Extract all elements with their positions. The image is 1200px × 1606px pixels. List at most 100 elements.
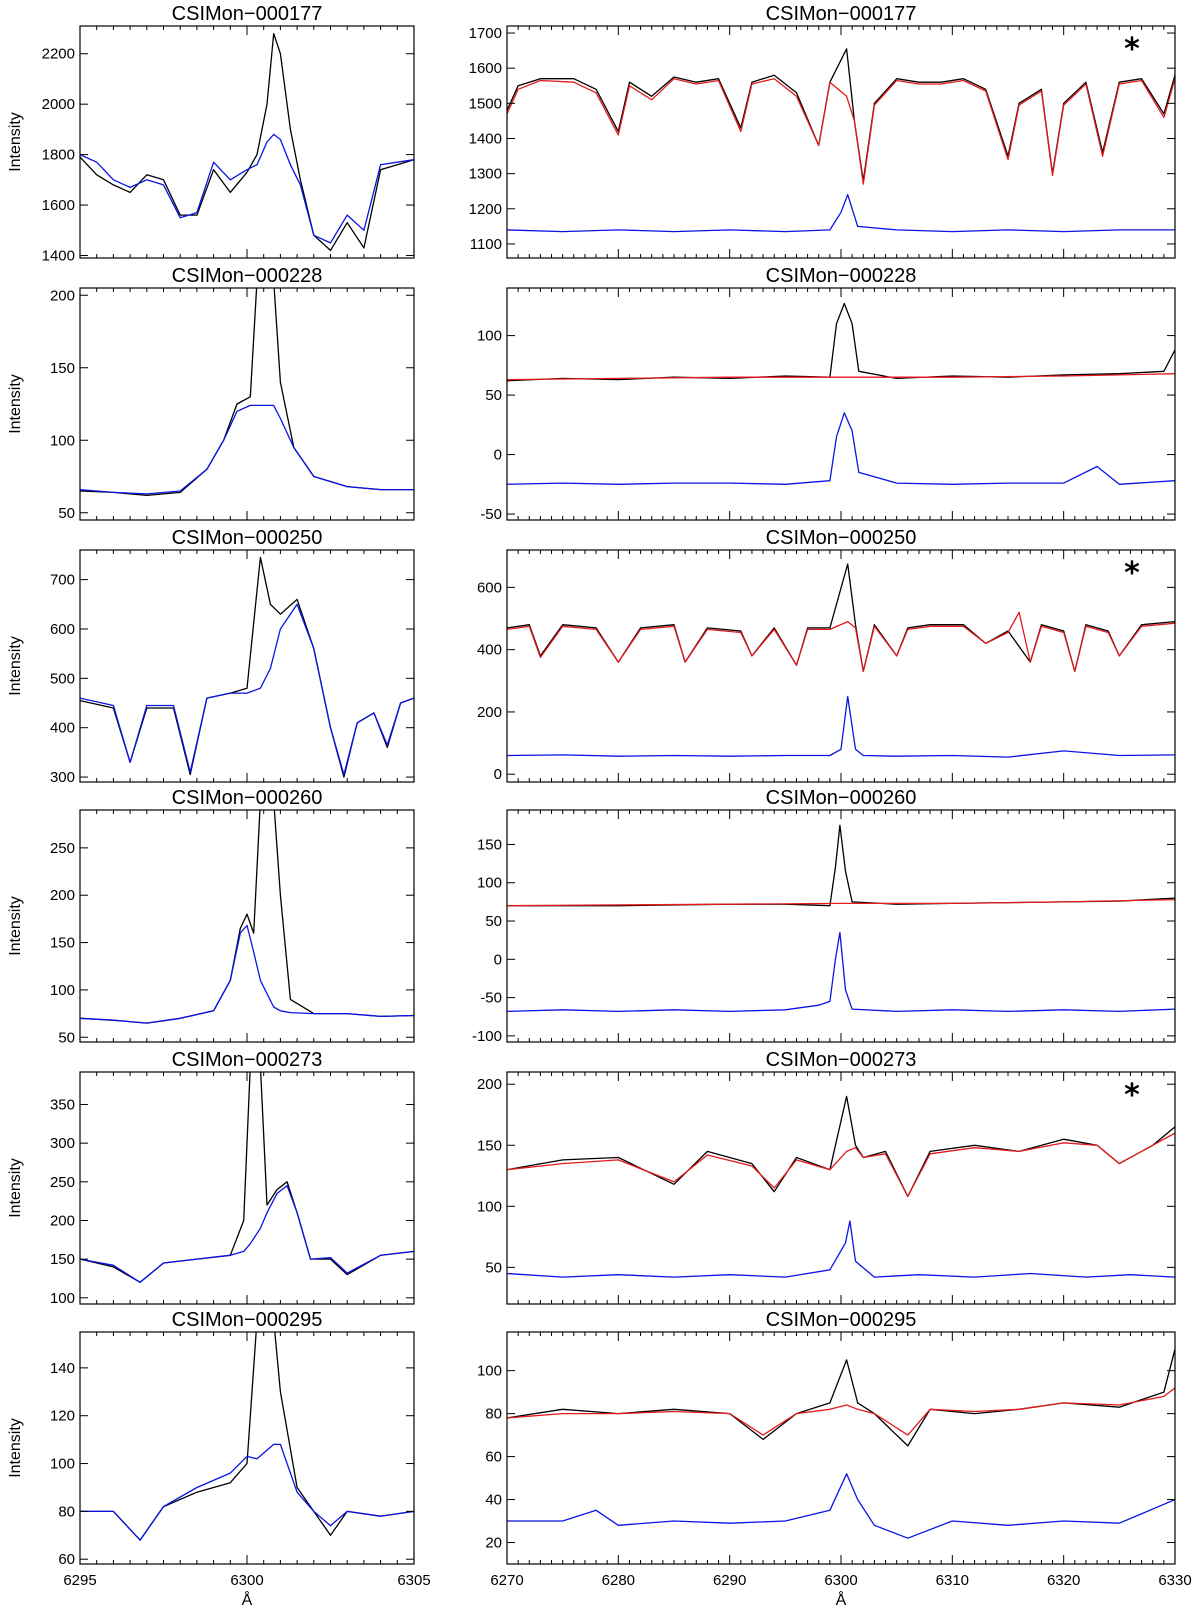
residual-spectrum-line	[80, 603, 414, 776]
y-tick-label: 80	[485, 1406, 502, 1423]
y-tick-label: 1200	[469, 201, 502, 218]
panel-title: CSIMon−000228	[172, 265, 323, 287]
x-tick-label: 6330	[1158, 1572, 1191, 1589]
y-axis-label: Intensity	[7, 636, 24, 696]
y-tick-label: -50	[480, 990, 502, 1007]
y-tick-label: 1700	[469, 25, 502, 42]
x-tick-label: 6300	[824, 1572, 857, 1589]
y-axis-label: Intensity	[7, 112, 24, 172]
y-tick-label: 600	[50, 621, 75, 638]
residual-spectrum-line	[507, 194, 1175, 233]
y-tick-label: 2200	[42, 46, 75, 63]
y-axis-label: Intensity	[7, 374, 24, 434]
y-tick-label: 200	[477, 704, 502, 721]
observed-spectrum-line	[80, 288, 414, 497]
y-tick-label: 1300	[469, 166, 502, 183]
observed-spectrum-line	[507, 1349, 1175, 1447]
panel-title: CSIMon−000295	[766, 1309, 917, 1331]
panel-left-5: CSIMon−000295 60 80 100 120 140 Intensity 6295 6…	[7, 1309, 431, 1606]
x-tick-label: 6310	[936, 1572, 969, 1589]
observed-spectrum-line	[80, 32, 414, 252]
plot-area	[80, 1332, 414, 1541]
y-tick-label: 100	[477, 1363, 502, 1380]
observed-spectrum-line	[507, 563, 1175, 673]
panel-title: CSIMon−000250	[172, 527, 323, 549]
plot-area	[507, 563, 1175, 758]
y-tick-label: 120	[50, 1408, 75, 1425]
plot-area	[507, 48, 1175, 233]
y-tick-label: 50	[58, 1029, 75, 1046]
x-tick-label: 6280	[602, 1572, 635, 1589]
x-tick-label: 6300	[230, 1572, 263, 1589]
y-tick-label: 200	[50, 887, 75, 904]
observed-spectrum-line	[80, 810, 414, 1024]
y-axis-label: Intensity	[7, 896, 24, 956]
plot-area	[80, 288, 414, 497]
x-tick-label: 6305	[397, 1572, 430, 1589]
y-tick-label: 300	[50, 769, 75, 786]
plot-area	[507, 824, 1175, 1013]
panel-title: CSIMon−000295	[172, 1309, 323, 1331]
y-tick-label: 60	[485, 1449, 502, 1466]
y-tick-label: 1600	[42, 197, 75, 214]
panel-right-3: CSIMon−000260 -100 -50 0 50 100 150	[472, 787, 1176, 1045]
observed-spectrum-line	[80, 1332, 414, 1541]
y-tick-label: 100	[477, 328, 502, 345]
y-tick-label: 200	[50, 287, 75, 304]
y-tick-label: 1600	[469, 60, 502, 77]
panel-right-1: CSIMon−000228 -50 0 50 100	[477, 265, 1176, 523]
x-tick-label: 6295	[63, 1572, 96, 1589]
x-tick-label: 6270	[490, 1572, 523, 1589]
plot-area	[80, 810, 414, 1024]
template-spectrum-line	[507, 898, 1175, 907]
y-tick-label: -50	[480, 506, 502, 523]
panel-right-5: CSIMon−000295 20 40 60 80 100 6270 6280 6290 6300…	[477, 1309, 1192, 1606]
y-tick-label: 400	[477, 642, 502, 659]
y-tick-label: 20	[485, 1535, 502, 1552]
y-tick-label: 50	[485, 1259, 502, 1276]
template-spectrum-line	[507, 373, 1175, 381]
observed-spectrum-line	[80, 1072, 414, 1283]
panel-left-1: CSIMon−000228 50 100 150 200 Intensity	[7, 265, 415, 522]
panel-title: CSIMon−000177	[172, 3, 323, 25]
plot-frame	[506, 1071, 1176, 1305]
panel-title: CSIMon−000260	[766, 787, 917, 809]
flag-star-icon: *	[1124, 1078, 1140, 1113]
y-tick-label: 150	[50, 935, 75, 952]
x-axis-label: Å	[242, 1590, 253, 1606]
plot-frame	[79, 25, 415, 259]
observed-spectrum-line	[507, 824, 1175, 907]
y-tick-label: 80	[58, 1503, 75, 1520]
y-tick-label: 1400	[469, 130, 502, 147]
template-spectrum-line	[507, 1387, 1175, 1436]
y-tick-label: 150	[477, 1137, 502, 1154]
x-tick-label: 6290	[713, 1572, 746, 1589]
observed-spectrum-line	[80, 556, 414, 778]
plot-area	[507, 302, 1175, 485]
y-tick-label: 100	[50, 982, 75, 999]
y-tick-label: 1500	[469, 95, 502, 112]
panel-title: CSIMon−000177	[766, 3, 917, 25]
panel-right-4: CSIMon−000273 50 100 150 200 *	[477, 1049, 1176, 1305]
y-tick-label: 1100	[470, 236, 502, 253]
y-tick-label: 50	[485, 913, 502, 930]
y-tick-label: 50	[485, 387, 502, 404]
panel-title: CSIMon−000273	[766, 1049, 917, 1071]
y-tick-label: 400	[50, 720, 75, 737]
y-tick-label: 100	[50, 1456, 75, 1473]
y-tick-label: 200	[50, 1212, 75, 1229]
residual-spectrum-line	[507, 412, 1175, 485]
residual-spectrum-line	[507, 931, 1175, 1013]
plot-area	[80, 1072, 414, 1283]
plot-area	[80, 32, 414, 252]
panel-right-0: CSIMon−000177 1100 1200 1300 1400 1500 1600 170…	[469, 3, 1176, 259]
template-spectrum-line	[507, 1132, 1175, 1198]
y-tick-label: 150	[50, 1251, 75, 1268]
y-tick-label: 1800	[42, 147, 75, 164]
x-tick-label: 6320	[1047, 1572, 1080, 1589]
y-tick-label: 40	[485, 1492, 502, 1509]
plot-frame	[79, 549, 415, 783]
panel-right-2: CSIMon−000250 0 200 400 600 *	[477, 527, 1176, 783]
plot-frame	[79, 1071, 415, 1305]
